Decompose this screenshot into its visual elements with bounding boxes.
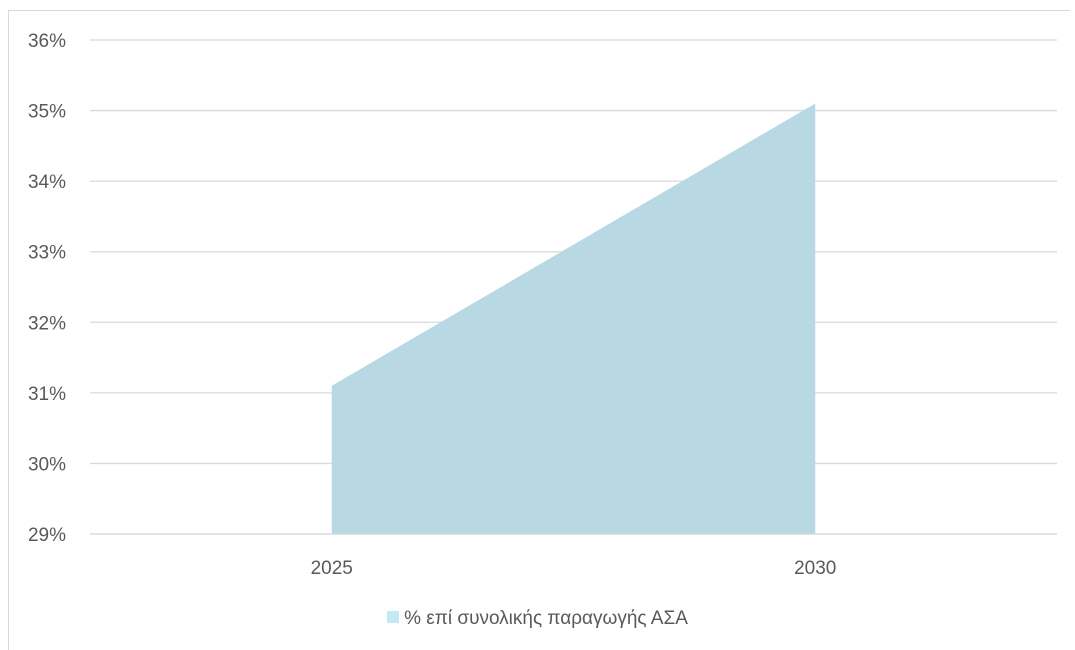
y-tick-label: 36% xyxy=(28,31,66,52)
plot-area xyxy=(331,103,816,534)
legend-swatch xyxy=(387,610,400,623)
legend: % επί συνολικής παραγωγής ΑΣΑ xyxy=(0,608,1075,630)
y-tick-label: 29% xyxy=(28,525,66,546)
area-series xyxy=(331,103,816,534)
y-tick-label: 33% xyxy=(28,243,66,264)
y-tick-label: 30% xyxy=(28,454,66,475)
y-tick-label: 34% xyxy=(28,172,66,193)
legend-label: % επί συνολικής παραγωγής ΑΣΑ xyxy=(404,608,688,629)
x-tick-label: 2030 xyxy=(794,558,836,579)
y-tick-label: 32% xyxy=(28,313,66,334)
y-tick-label: 31% xyxy=(28,384,66,405)
y-axis: 29% 30% 31% 32% 33% 34% 35% 36% xyxy=(28,31,66,546)
x-tick-label: 2025 xyxy=(311,558,353,579)
y-tick-label: 35% xyxy=(28,102,66,123)
x-axis: 2025 2030 xyxy=(90,533,1057,579)
chart-frame xyxy=(8,10,1070,650)
